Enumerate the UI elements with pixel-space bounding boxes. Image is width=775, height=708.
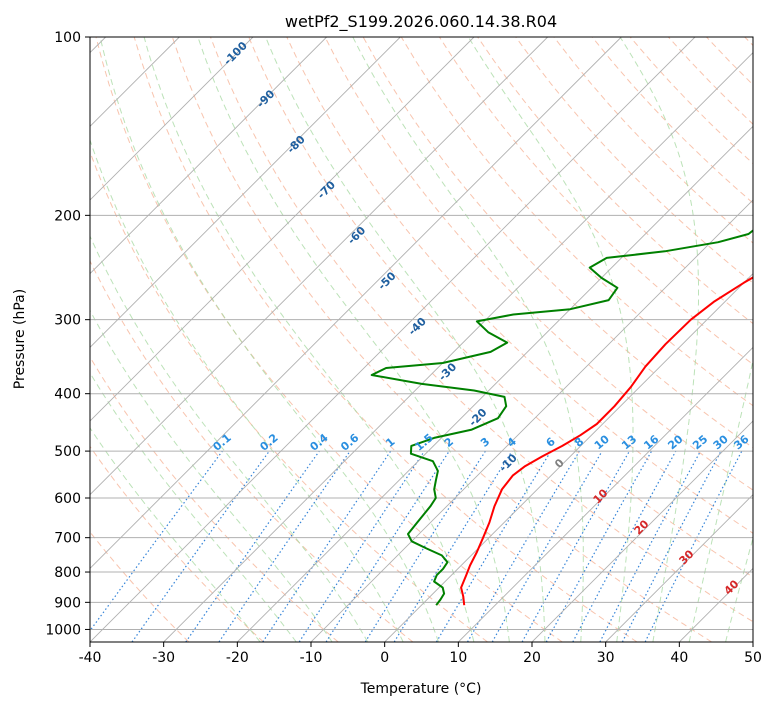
y-tick-label: 100 (54, 30, 81, 46)
x-tick-label: -10 (300, 650, 323, 666)
moist-adiabat (688, 358, 753, 642)
y-tick-label: 900 (54, 595, 81, 611)
mixing-ratio-line (572, 450, 677, 642)
dry-adiabat (248, 37, 753, 578)
isotherm (163, 52, 753, 642)
y-axis-label: Pressure (hPa) (12, 289, 28, 389)
moist-adiabat (725, 536, 753, 642)
thermo-background (90, 37, 753, 642)
x-tick-label: -30 (152, 650, 175, 666)
isotherm (531, 420, 753, 642)
dry-adiabat (90, 356, 339, 642)
dry-adiabat (286, 37, 753, 534)
y-tick-label: 600 (54, 491, 81, 507)
isotherm (90, 37, 475, 422)
dry-adiabat (210, 37, 753, 623)
mixing-ratio-line (218, 450, 351, 642)
isotherm (605, 494, 753, 642)
moist-adiabat (90, 371, 297, 642)
mixing-ratio-line (262, 450, 392, 642)
mixing-ratio-line (521, 450, 631, 642)
isotherm (90, 37, 327, 275)
moist-adiabat (352, 37, 584, 642)
chart-title: wetPf2_S199.2026.060.14.38.R04 (285, 12, 557, 32)
isotherm (90, 37, 254, 201)
x-tick-label: 20 (523, 650, 541, 666)
dry-adiabat (324, 37, 753, 491)
x-axis-label: Temperature (°C) (360, 681, 482, 697)
isotherm (458, 346, 753, 642)
dry-adiabat (515, 37, 753, 284)
x-tick-label: -20 (226, 650, 249, 666)
sounding-series (370, 229, 753, 606)
mixing-ratio-line (545, 450, 653, 642)
mixing-ratio-line (325, 450, 450, 642)
mixing-ratio-line (298, 450, 425, 642)
isotherm (90, 37, 401, 348)
isotherm (237, 125, 753, 642)
y-tick-label: 500 (54, 444, 81, 460)
dry-adiabat (90, 259, 414, 642)
isotherm (90, 37, 622, 569)
y-tick-label: 200 (54, 208, 81, 224)
isotherm (90, 37, 696, 642)
moist-adiabat (90, 427, 261, 642)
moist-adiabat (90, 138, 404, 642)
mixing-ratio-line (393, 450, 513, 642)
x-axis: -40 -30 -20 -10 0 10 20 30 40 50 (79, 642, 762, 666)
dewpoint-line (370, 229, 753, 606)
x-tick-label: 30 (597, 650, 615, 666)
x-tick-label: 40 (670, 650, 688, 666)
x-tick-label: 50 (744, 650, 762, 666)
x-tick-label: 0 (380, 650, 389, 666)
mixing-ratio-line (644, 450, 743, 642)
y-tick-label: 400 (54, 387, 81, 403)
y-tick-label: 800 (54, 565, 81, 581)
dry-adiabat (95, 37, 563, 642)
mixing-ratio-line (185, 450, 320, 642)
moist-adiabat (90, 309, 333, 642)
y-tick-label: 300 (54, 313, 81, 329)
y-tick-label: 1000 (45, 622, 81, 638)
y-axis: 100 200 300 400 500 600 700 800 900 1000 (45, 30, 90, 638)
dry-adiabat (90, 445, 264, 642)
y-tick-label: 700 (54, 531, 81, 547)
moist-adiabat (90, 235, 369, 642)
moist-adiabat (99, 37, 439, 642)
temperature-line (460, 276, 753, 606)
x-tick-label: 10 (449, 650, 467, 666)
moist-adiabat (197, 37, 510, 642)
mixing-ratio-line (131, 450, 270, 642)
moist-adiabat (265, 37, 546, 642)
dry-adiabat (171, 37, 712, 642)
mixing-ratio-line (90, 450, 223, 632)
plot-frame (89, 36, 754, 643)
isotherm (384, 273, 753, 642)
x-tick-label: -40 (79, 650, 102, 666)
moist-adiabat (619, 37, 699, 642)
isotherm (90, 37, 548, 496)
